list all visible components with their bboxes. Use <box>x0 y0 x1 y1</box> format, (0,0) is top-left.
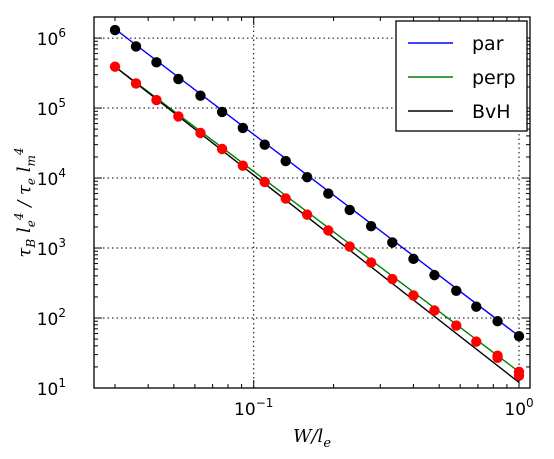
axis-ticks: 10−1 100 101 102 103 104 105 106 <box>37 16 534 420</box>
legend-box <box>395 20 528 132</box>
y-tick-label: 106 <box>37 26 66 50</box>
data-point <box>429 305 440 316</box>
data-point <box>513 370 525 381</box>
data-point <box>365 257 377 268</box>
data-point <box>195 127 206 139</box>
y-tick-label: 101 <box>37 376 66 400</box>
data-point <box>130 78 142 89</box>
y-tick-label: 102 <box>37 306 66 330</box>
data-point <box>451 285 462 296</box>
data-point <box>408 290 419 301</box>
data-point <box>237 122 249 134</box>
data-point <box>216 106 228 118</box>
data-point <box>513 330 525 342</box>
legend-label: perp <box>472 67 516 89</box>
x-tick-label: 100 <box>504 396 533 420</box>
x-axis-label: W/le <box>293 426 331 451</box>
data-point <box>387 273 398 285</box>
data-point <box>259 176 270 188</box>
legend-label: par <box>472 33 504 55</box>
data-point <box>259 139 270 150</box>
data-point <box>471 301 482 312</box>
data-point <box>195 90 206 101</box>
data-point <box>323 188 334 199</box>
data-point <box>216 143 228 155</box>
data-point <box>344 204 355 216</box>
y-tick-label: 104 <box>37 166 66 190</box>
data-point <box>451 320 462 331</box>
data-point <box>280 193 291 204</box>
data-points <box>109 24 525 381</box>
data-point <box>387 237 398 248</box>
data-point <box>365 221 377 232</box>
data-point <box>492 316 503 327</box>
data-point <box>429 269 440 281</box>
data-point <box>173 73 184 85</box>
data-point <box>323 225 334 236</box>
data-point <box>301 209 313 220</box>
data-point <box>109 61 121 72</box>
y-tick-label: 103 <box>37 236 66 260</box>
data-point <box>151 94 162 106</box>
data-point <box>173 111 184 122</box>
data-point <box>151 57 162 68</box>
data-point <box>130 41 142 52</box>
data-point <box>301 171 313 183</box>
data-point <box>408 253 419 265</box>
y-axis-label: τB le4 / τe lm4 <box>12 147 38 257</box>
legend-label: BvH <box>472 101 511 123</box>
data-point <box>492 352 503 364</box>
legend: par perp BvH <box>395 20 528 132</box>
data-point <box>237 160 249 171</box>
data-point <box>280 155 291 167</box>
plot-frame <box>93 16 531 389</box>
x-tick-label: 10−1 <box>234 396 273 420</box>
data-point <box>109 24 121 36</box>
data-point <box>344 241 355 252</box>
data-point <box>471 336 482 347</box>
y-tick-label: 105 <box>37 96 66 120</box>
